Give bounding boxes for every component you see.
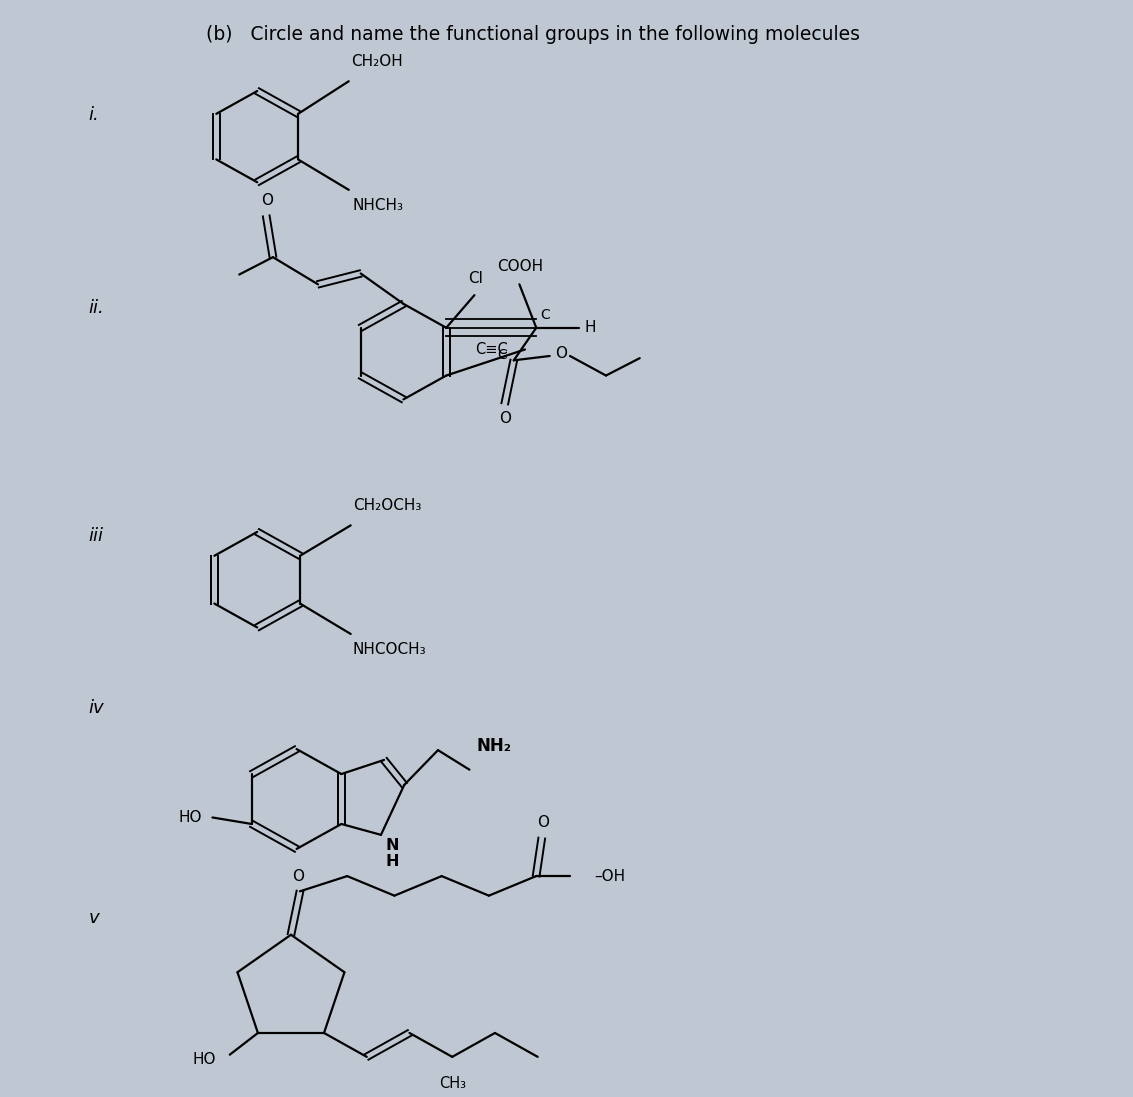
Text: iv: iv [88,699,104,716]
Text: CH₂OCH₃: CH₂OCH₃ [353,498,421,513]
Text: iii: iii [88,528,103,545]
Text: ii.: ii. [88,299,104,317]
Text: HO: HO [178,810,202,825]
Text: C: C [497,348,508,362]
Text: H: H [585,320,596,336]
Text: O: O [555,347,566,361]
Text: i.: i. [88,106,100,124]
Text: NHCOCH₃: NHCOCH₃ [353,642,426,657]
Text: C: C [540,308,551,321]
Text: COOH: COOH [497,260,544,274]
Text: HO: HO [193,1052,215,1066]
Text: N: N [385,838,399,853]
Text: H: H [385,855,399,870]
Text: Cl: Cl [468,271,483,286]
Text: (b)   Circle and name the functional groups in the following molecules: (b) Circle and name the functional group… [206,25,860,44]
Text: v: v [88,909,100,927]
Text: NHCH₃: NHCH₃ [352,197,403,213]
Text: –OH: –OH [595,869,625,883]
Text: O: O [499,411,511,427]
Text: O: O [537,815,548,830]
Text: CH₃: CH₃ [438,1076,466,1092]
Text: O: O [291,869,304,883]
Text: CH₂OH: CH₂OH [351,54,402,69]
Text: C≡C: C≡C [475,342,508,357]
Text: O: O [262,193,273,208]
Text: NH₂: NH₂ [477,737,512,755]
